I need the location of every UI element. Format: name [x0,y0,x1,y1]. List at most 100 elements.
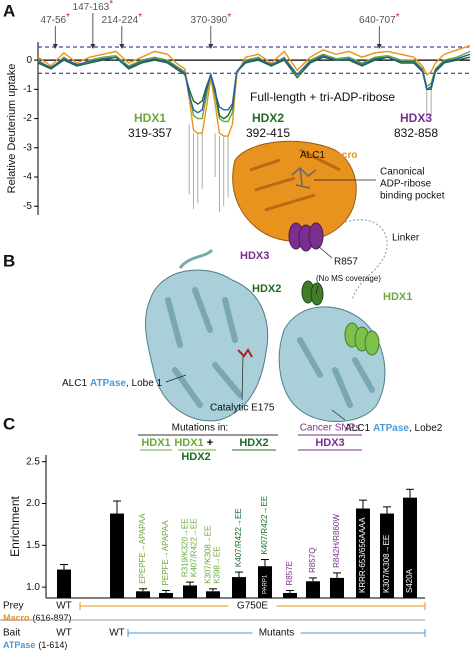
bar-label: R857Q [308,548,317,573]
region-name: HDX1 [134,111,166,125]
domain-name: Macro [3,613,30,623]
bar [330,577,344,598]
label-text: , Lobe 1 [126,378,163,389]
catalytic-residue [237,348,253,358]
annotation-text: 47-56 [41,15,67,26]
annotation-label: 47-56* [41,12,71,26]
ligand [291,166,317,189]
chart-subtitle: Full-length + tri-ADP-ribose [250,90,395,104]
linker-label: Linker [392,233,420,244]
panel-label: B [3,251,15,270]
label-mask [228,600,277,612]
row-entry: WT [56,628,72,639]
hdx3-label: HDX3 [240,250,269,262]
y-tick-label: -5 [23,201,32,212]
annotation-mark: * [396,12,400,23]
y-tick-label: 2.0 [26,498,40,509]
linker-path [344,219,388,301]
catalytic-label: Catalytic E175 [210,403,275,414]
row-entry: G750E [237,601,268,612]
group-label: HDX1 [141,437,170,449]
label-domain: ATPase [373,423,409,434]
bar [206,591,220,598]
pocket-label: ADP-ribose [380,179,432,190]
group-label: + [207,437,213,449]
y-tick-label: 2.5 [26,456,40,467]
row-entry: Mutants [259,628,295,639]
bar-label: S420A [405,568,414,593]
label-text: ALC1 [345,423,370,434]
hdx2-label: HDX2 [252,283,281,295]
panel-label: A [3,1,15,20]
series-line [37,50,471,123]
bar-label: K407/R422→EE [190,518,199,577]
row-domain: Macro (616-897) [3,613,72,623]
atpase-lobe1 [144,269,269,422]
pointer [317,245,333,259]
panel-label: C [3,414,15,433]
row-entry: WT [56,601,72,612]
label-text: ALC1 [62,378,87,389]
annotation-arrow [119,44,125,49]
bar-label: K307/K308→EE [382,535,391,593]
annotation-arrow [376,44,382,49]
residue-label: R857 [334,257,358,268]
annotation-text: 147-163 [73,2,110,13]
region-range: 832-858 [394,126,438,140]
y-axis-label: Relative Deuterium uptake [6,64,18,194]
bar-label: K398→EE [213,546,222,583]
group-label: HDX1 [174,437,203,449]
macro-label: ALC1 Macro [300,150,357,161]
annotation-label: 147-163* [73,0,114,13]
pocket-label: binding pocket [380,191,445,202]
hdx1-label: HDX1 [383,291,412,303]
label-text: ALC1 [300,150,325,161]
bar [232,577,246,598]
bar [183,585,197,598]
pointer [315,285,319,295]
annotation-label: 214-224* [102,12,143,26]
label-domain: Macro [328,150,357,161]
annotation-text: 370-390 [190,15,227,26]
bar [258,566,272,598]
annotation-mark: * [138,12,142,23]
series-line [37,56,471,120]
bar [283,592,297,598]
group-label: HDX2 [181,451,210,463]
y-tick-label: 1.0 [26,582,40,593]
annotation-text: 214-224 [102,15,139,26]
bar-label: R857E [285,561,294,585]
annotation-arrow [52,44,58,49]
group-label: HDX3 [315,437,344,449]
helices [165,287,375,408]
pocket-label: Canonical [380,167,424,178]
y-tick-label: -4 [23,172,32,183]
label-domain: ATPase [90,378,126,389]
bar-label: EPEPFE→APAPAA [138,513,147,584]
annotation-label: 370-390* [190,12,231,26]
coverage-note: (No MS coverage) [316,274,381,283]
region-range: 392-415 [246,126,290,140]
label-text: , Lobe2 [409,423,443,434]
y-tick-label: -1 [23,84,32,95]
region-name: HDX3 [400,111,432,125]
bar [159,592,173,598]
bar [110,513,124,598]
y-tick-label: 0 [26,55,32,66]
bar [403,497,417,598]
annotation-text: 640-707 [359,15,396,26]
domain-name: ATPase [3,640,35,650]
y-axis-label: Enrichment [8,495,22,556]
row-label: Prey [3,601,24,612]
group-header: Mutations in: [172,423,229,434]
bar [306,581,320,598]
region-range: 319-357 [128,126,172,140]
pointer [241,355,244,401]
label-mask [252,627,301,639]
annotation-label: 640-707* [359,12,400,26]
hdx1-helix [344,322,380,356]
snp-header: Cancer SNPs [300,423,361,434]
annotation-mark: * [66,12,70,23]
pointer [331,409,346,421]
